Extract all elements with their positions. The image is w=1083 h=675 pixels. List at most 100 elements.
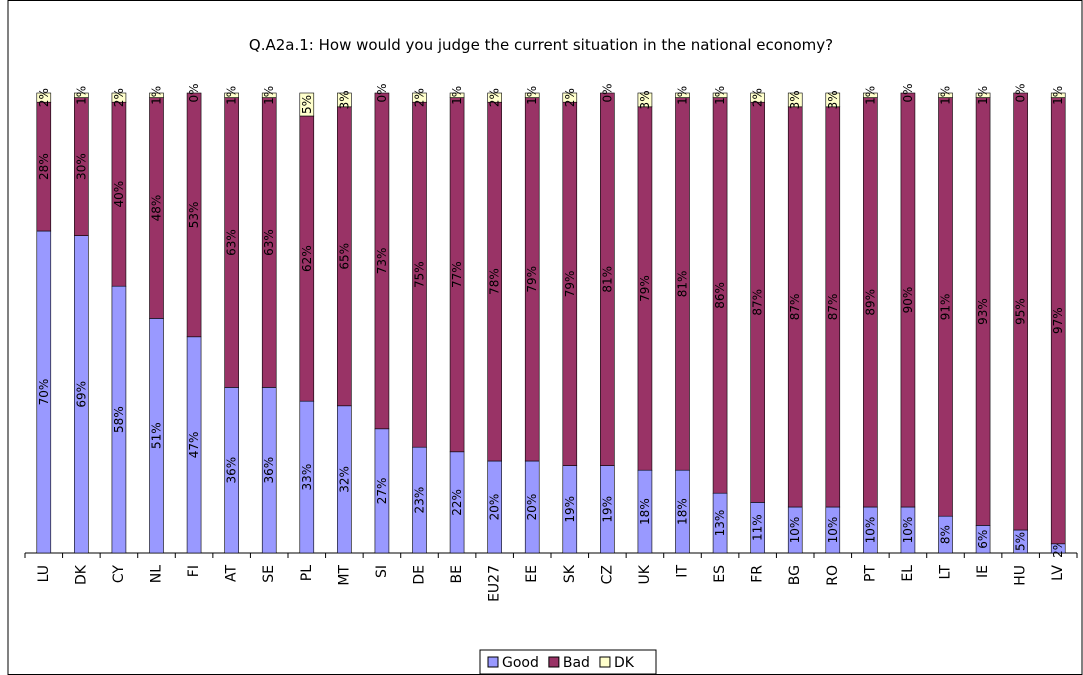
- data-label: 1%: [525, 86, 539, 105]
- data-label: 70%: [37, 379, 51, 406]
- data-label: 10%: [826, 517, 840, 544]
- data-label: 40%: [112, 181, 126, 208]
- data-label: 93%: [976, 298, 990, 325]
- bar-segment: [863, 92, 878, 98]
- data-label: 53%: [187, 202, 201, 229]
- bar-segment: [900, 92, 916, 508]
- bar-segment: [675, 92, 690, 98]
- data-label: 0%: [901, 83, 915, 102]
- legend-label: Good: [502, 655, 539, 671]
- x-tick-label: PT: [862, 565, 878, 582]
- data-label: 79%: [638, 275, 652, 302]
- bar-segment: [487, 92, 502, 103]
- data-label: 87%: [788, 294, 802, 321]
- data-label: 32%: [337, 466, 351, 493]
- data-label: 8%: [939, 525, 953, 544]
- x-tick-label: LT: [938, 565, 954, 580]
- data-label: 3%: [826, 90, 840, 109]
- legend-box: [479, 649, 657, 675]
- x-tick-label: MT: [336, 565, 352, 586]
- data-label: 5%: [300, 95, 314, 114]
- data-label: 27%: [375, 478, 389, 505]
- data-label: 1%: [976, 86, 990, 105]
- x-tick-label: DE: [412, 565, 428, 585]
- data-label: 90%: [901, 287, 915, 314]
- bar-segment: [111, 92, 127, 103]
- bar-segment: [562, 92, 578, 103]
- x-tick-label: EU27: [487, 565, 503, 602]
- x-tick-label: PL: [299, 565, 315, 581]
- bar-segment: [524, 92, 540, 98]
- bar-segment: [412, 92, 427, 103]
- legend-swatch: [599, 656, 611, 668]
- bar-segment: [74, 92, 89, 98]
- data-label: 3%: [337, 90, 351, 109]
- x-tick-label: IT: [675, 565, 691, 578]
- data-label: 19%: [563, 496, 577, 523]
- data-label: 5%: [1014, 532, 1028, 551]
- x-tick-label: LV: [1050, 565, 1066, 581]
- bar-segment: [1050, 92, 1066, 98]
- data-label: 1%: [676, 86, 690, 105]
- bar-segment: [261, 92, 277, 98]
- data-label: 30%: [74, 153, 88, 180]
- legend-swatch: [487, 656, 499, 668]
- data-label: 79%: [563, 271, 577, 298]
- x-tick-label: SE: [261, 565, 277, 583]
- data-label: 62%: [300, 245, 314, 272]
- data-label: 63%: [225, 229, 239, 256]
- legend-label: Bad: [563, 655, 590, 671]
- data-label: 10%: [788, 517, 802, 544]
- data-label: 1%: [450, 86, 464, 105]
- bar-segment: [374, 92, 390, 430]
- data-label: 0%: [600, 83, 614, 102]
- x-tick-label: ES: [712, 565, 728, 583]
- x-tick-label: RO: [825, 565, 841, 586]
- x-tick-label: NL: [149, 565, 165, 583]
- data-label: 89%: [863, 289, 877, 316]
- data-label: 10%: [863, 517, 877, 544]
- data-label: 97%: [1051, 307, 1065, 334]
- data-label: 48%: [150, 195, 164, 222]
- data-label: 28%: [37, 153, 51, 180]
- data-label: 3%: [788, 90, 802, 109]
- data-label: 81%: [676, 271, 690, 298]
- chart-title: Q.A2a.1: How would you judge the current…: [249, 36, 833, 54]
- x-tick-label: UK: [637, 564, 653, 584]
- x-tick-label: DK: [73, 564, 89, 585]
- data-label: 87%: [751, 289, 765, 316]
- data-label: 2%: [37, 88, 51, 107]
- x-tick-label: SI: [374, 565, 390, 578]
- data-label: 1%: [939, 86, 953, 105]
- data-label: 23%: [413, 487, 427, 514]
- data-label: 47%: [187, 432, 201, 459]
- bar-segment: [149, 92, 164, 98]
- x-tick-label: IE: [975, 565, 991, 578]
- data-label: 1%: [713, 86, 727, 105]
- bar-segment: [299, 92, 315, 117]
- legend-label: DK: [614, 655, 635, 671]
- x-tick-label: AT: [224, 565, 240, 582]
- bar-segment: [186, 92, 202, 338]
- bar-segment: [787, 92, 803, 108]
- data-label: 10%: [901, 517, 915, 544]
- bar-segment: [750, 92, 765, 103]
- data-label: 73%: [375, 248, 389, 275]
- data-label: 1%: [1051, 86, 1065, 105]
- data-label: 1%: [262, 86, 276, 105]
- data-label: 1%: [150, 86, 164, 105]
- data-label: 36%: [262, 457, 276, 484]
- x-tick-label: SK: [562, 564, 578, 583]
- data-label: 0%: [375, 83, 389, 102]
- data-label: 1%: [74, 86, 88, 105]
- x-tick-label: EL: [900, 565, 916, 582]
- data-label: 58%: [112, 406, 126, 433]
- data-label: 1%: [225, 86, 239, 105]
- data-label: 36%: [225, 457, 239, 484]
- data-label: 0%: [1014, 83, 1028, 102]
- x-tick-label: EE: [524, 565, 540, 583]
- bar-segment: [36, 92, 52, 103]
- x-tick-label: BG: [787, 565, 803, 585]
- data-label: 20%: [525, 494, 539, 521]
